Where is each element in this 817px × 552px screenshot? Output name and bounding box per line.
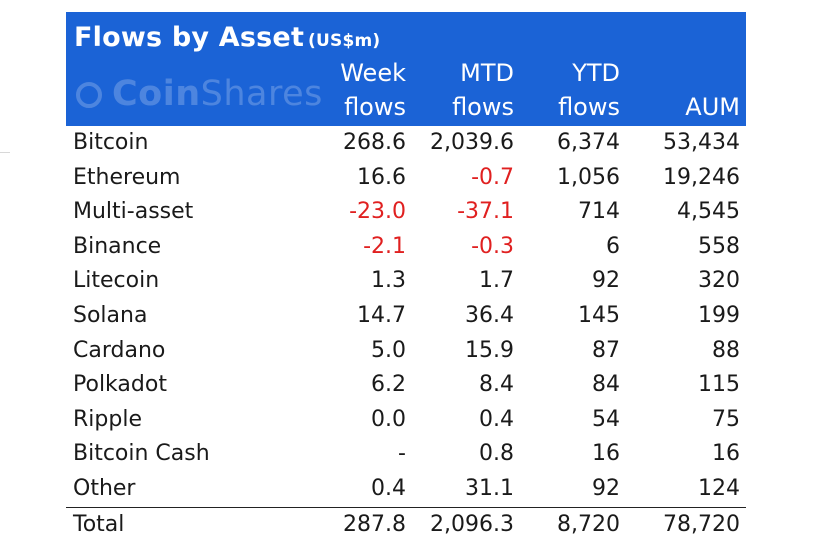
ytd-flows-cell: 92	[592, 268, 620, 294]
table-row: Cardano 5.0 15.9 87 88	[66, 334, 746, 369]
asset-name-cell: Bitcoin Cash	[73, 441, 210, 467]
column-header-week-line1: Week	[340, 59, 406, 87]
aum-cell: 19,246	[663, 164, 740, 190]
aum-cell: 4,545	[677, 199, 740, 225]
coinshares-logo-icon	[76, 82, 102, 108]
coinshares-watermark: CoinShares	[76, 74, 323, 114]
table-row: Bitcoin Cash - 0.8 16 16	[66, 437, 746, 472]
column-header-ytd-line2: flows	[558, 93, 620, 121]
title-unit: (US$m)	[308, 31, 381, 51]
week-flows-cell: 1.3	[371, 268, 406, 294]
mtd-flows-cell: -0.3	[471, 233, 514, 259]
week-flows-cell: 287.8	[343, 511, 406, 537]
column-header-mtd-line2: flows	[452, 93, 514, 121]
mtd-flows-cell: -0.7	[471, 164, 514, 190]
mtd-flows-cell: 2,096.3	[430, 511, 514, 537]
ytd-flows-cell: 714	[578, 199, 620, 225]
week-flows-cell: 268.6	[343, 130, 406, 155]
asset-name-cell: Ethereum	[73, 164, 181, 190]
flows-table: Flows by Asset (US$m) CoinShares Week flo…	[66, 12, 746, 542]
ytd-flows-cell: 6,374	[557, 130, 620, 155]
week-flows-cell: -23.0	[349, 199, 406, 225]
table-row: Other 0.4 31.1 92 124	[66, 472, 746, 507]
ytd-flows-cell: 145	[578, 302, 620, 328]
week-flows-cell: 6.2	[371, 372, 406, 398]
asset-name-cell: Solana	[73, 302, 148, 328]
aum-cell: 78,720	[663, 511, 740, 537]
week-flows-cell: 16.6	[357, 164, 406, 190]
mtd-flows-cell: 36.4	[465, 302, 514, 328]
asset-name-cell: Other	[73, 475, 136, 501]
watermark-light: Shares	[200, 74, 323, 114]
ytd-flows-cell: 1,056	[557, 164, 620, 190]
mtd-flows-cell: 0.8	[479, 441, 514, 467]
aum-cell: 124	[698, 475, 740, 501]
ytd-flows-cell: 16	[592, 441, 620, 467]
table-total-row: Total 287.8 2,096.3 8,720 78,720	[66, 506, 746, 543]
table-row: Solana 14.7 36.4 145 199	[66, 299, 746, 334]
column-header-ytd-line1: YTD	[572, 59, 620, 87]
table-body: Bitcoin 268.6 2,039.6 6,374 53,434 Ethereum 16…	[66, 126, 746, 542]
asset-name-cell: Multi-asset	[73, 199, 194, 225]
asset-name-cell: Ripple	[73, 406, 142, 432]
table-row: Litecoin 1.3 1.7 92 320	[66, 264, 746, 299]
aum-cell: 88	[712, 337, 740, 363]
ytd-flows-cell: 84	[592, 372, 620, 398]
table-row: Binance -2.1 -0.3 6 558	[66, 230, 746, 265]
asset-name-cell: Polkadot	[73, 372, 167, 398]
table-title: Flows by Asset (US$m)	[74, 22, 380, 53]
ytd-flows-cell: 54	[592, 406, 620, 432]
week-flows-cell: 0.0	[371, 406, 406, 432]
column-header-aum: AUM	[685, 93, 740, 121]
title-text: Flows by Asset	[74, 22, 305, 53]
asset-name-cell: Litecoin	[73, 268, 160, 294]
mtd-flows-cell: 0.4	[479, 406, 514, 432]
ytd-flows-cell: 6	[606, 233, 620, 259]
watermark-bold: Coin	[112, 74, 201, 114]
column-header-mtd: MTD flows	[452, 56, 514, 124]
table-row: Ethereum 16.6 -0.7 1,056 19,246	[66, 161, 746, 196]
mtd-flows-cell: 31.1	[465, 475, 514, 501]
aum-cell: 558	[698, 233, 740, 259]
asset-name-cell: Binance	[73, 233, 162, 259]
mtd-flows-cell: 8.4	[479, 372, 514, 398]
column-header-week: Week flows	[340, 56, 406, 124]
table-header: Flows by Asset (US$m) CoinShares Week flo…	[66, 12, 746, 126]
week-flows-cell: 14.7	[357, 302, 406, 328]
ytd-flows-cell: 87	[592, 337, 620, 363]
table-row: Polkadot 6.2 8.4 84 115	[66, 368, 746, 403]
aum-cell: 320	[698, 268, 740, 294]
week-flows-cell: -2.1	[363, 233, 406, 259]
asset-name-cell: Total	[73, 511, 125, 537]
asset-name-cell: Bitcoin	[73, 130, 149, 155]
aum-cell: 16	[712, 441, 740, 467]
table-row: Multi-asset -23.0 -37.1 714 4,545	[66, 195, 746, 230]
aum-cell: 53,434	[663, 130, 740, 155]
aum-cell: 115	[698, 372, 740, 398]
table-row: Bitcoin 268.6 2,039.6 6,374 53,434	[66, 126, 746, 161]
mtd-flows-cell: -37.1	[457, 199, 514, 225]
left-margin-mark	[0, 152, 10, 153]
column-header-mtd-line1: MTD	[460, 59, 514, 87]
column-header-ytd: YTD flows	[558, 56, 620, 124]
column-header-week-line2: flows	[344, 93, 406, 121]
mtd-flows-cell: 2,039.6	[430, 130, 514, 155]
week-flows-cell: 5.0	[371, 337, 406, 363]
ytd-flows-cell: 8,720	[557, 511, 620, 537]
ytd-flows-cell: 92	[592, 475, 620, 501]
asset-name-cell: Cardano	[73, 337, 166, 363]
mtd-flows-cell: 1.7	[479, 268, 514, 294]
table-row: Ripple 0.0 0.4 54 75	[66, 403, 746, 438]
week-flows-cell: -	[398, 441, 406, 467]
aum-cell: 75	[712, 406, 740, 432]
week-flows-cell: 0.4	[371, 475, 406, 501]
mtd-flows-cell: 15.9	[465, 337, 514, 363]
aum-cell: 199	[698, 302, 740, 328]
